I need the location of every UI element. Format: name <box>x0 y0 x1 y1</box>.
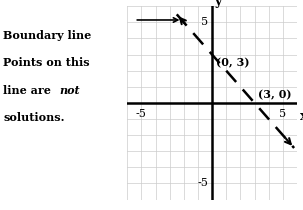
Text: not: not <box>59 85 80 96</box>
Text: (0, 3): (0, 3) <box>216 57 249 68</box>
Text: solutions.: solutions. <box>3 112 65 123</box>
Text: line are: line are <box>3 85 55 96</box>
Text: (3, 0): (3, 0) <box>258 89 291 100</box>
Text: 5: 5 <box>279 109 286 119</box>
Text: x: x <box>300 110 303 123</box>
Text: -5: -5 <box>136 109 147 119</box>
Text: y: y <box>214 0 221 8</box>
Text: Boundary line: Boundary line <box>3 30 91 41</box>
Text: 5: 5 <box>201 17 208 27</box>
Text: Points on this: Points on this <box>3 58 90 68</box>
Text: -5: -5 <box>198 178 208 188</box>
